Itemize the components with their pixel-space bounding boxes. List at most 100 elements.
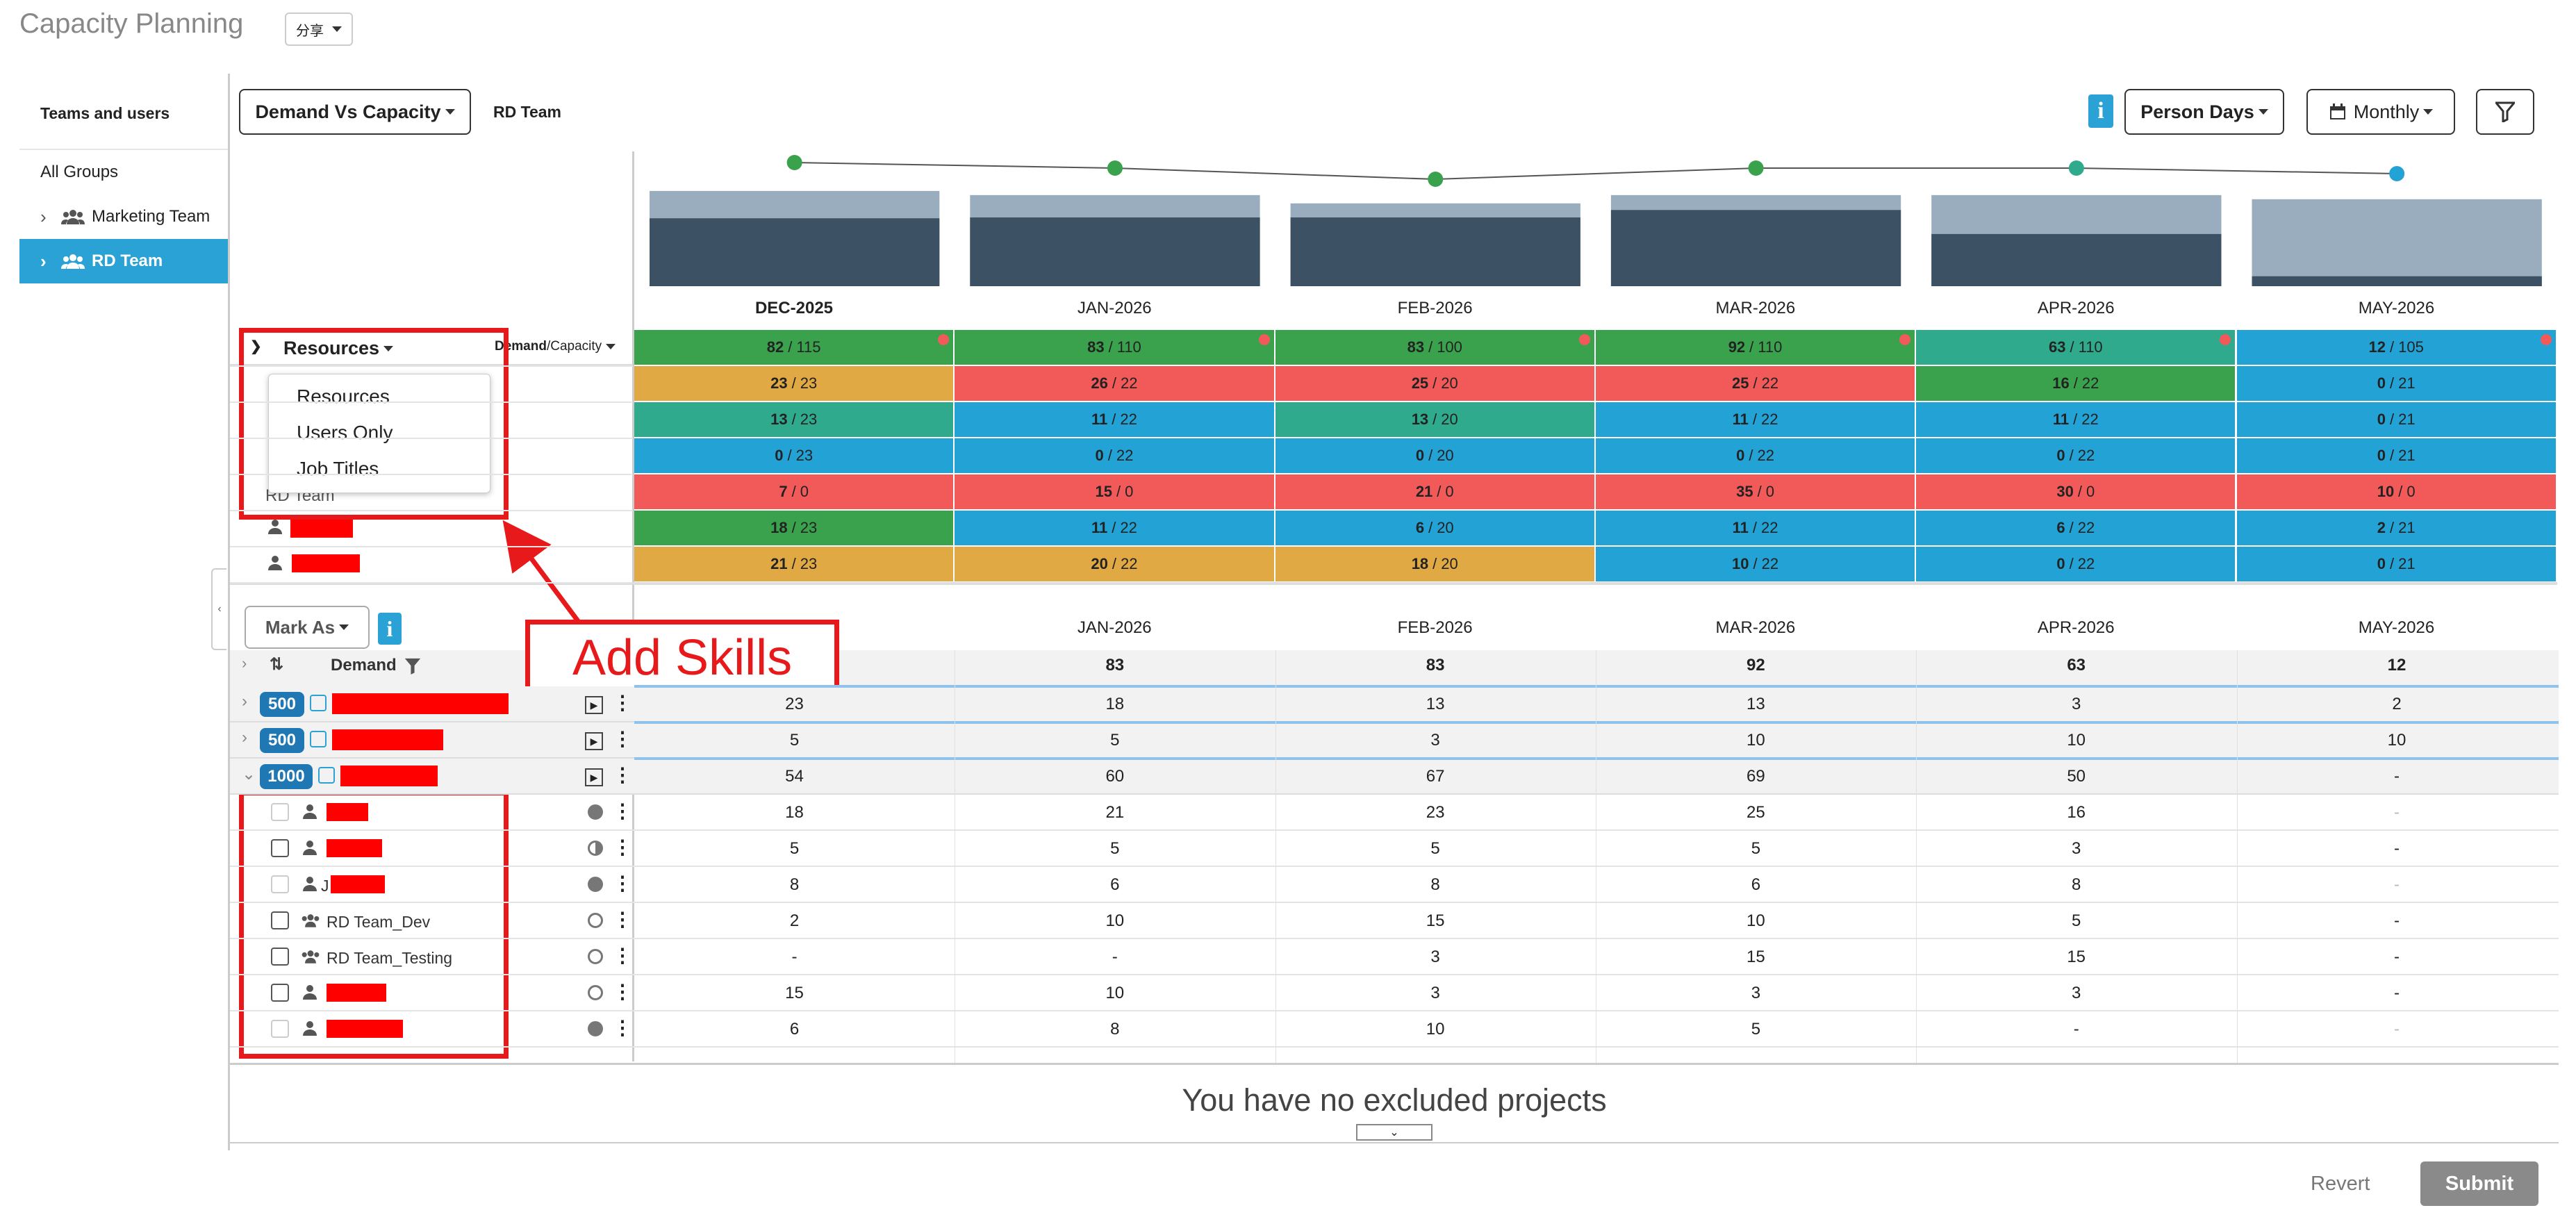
capacity-cell[interactable]: 0/21 bbox=[2236, 438, 2556, 473]
capacity-marker[interactable] bbox=[2389, 166, 2405, 181]
allocation-status-icon[interactable] bbox=[588, 877, 603, 892]
play-icon[interactable]: ▶ bbox=[585, 768, 603, 786]
capacity-cell[interactable]: 2/21 bbox=[2236, 511, 2556, 545]
capacity-cell[interactable]: 7/0 bbox=[634, 474, 954, 509]
capacity-cell[interactable]: 23/23 bbox=[634, 366, 954, 401]
more-options-icon[interactable]: ⋮ bbox=[613, 909, 632, 930]
menu-item-job-titles[interactable]: Job Titles bbox=[297, 458, 379, 479]
capacity-cell[interactable]: 11/22 bbox=[955, 402, 1274, 437]
info-icon[interactable]: i bbox=[378, 613, 402, 645]
row-checkbox[interactable] bbox=[271, 911, 289, 929]
play-icon[interactable]: ▶ bbox=[585, 732, 603, 750]
menu-item-resources[interactable]: Resources bbox=[297, 386, 390, 407]
filter-icon[interactable] bbox=[404, 657, 421, 675]
capacity-cell[interactable]: 0/20 bbox=[1275, 438, 1594, 473]
sort-icon[interactable]: ⇅ bbox=[270, 655, 284, 674]
more-options-icon[interactable]: ⋮ bbox=[613, 945, 632, 966]
capacity-cell[interactable]: 82/115 bbox=[634, 330, 954, 365]
view-dropdown[interactable]: Demand Vs Capacity bbox=[239, 89, 471, 135]
capacity-cell[interactable]: 30/0 bbox=[1916, 474, 2236, 509]
capacity-cell[interactable]: 21/23 bbox=[634, 547, 954, 581]
sidebar-item-marketing-team[interactable]: › Marketing Team bbox=[19, 195, 228, 239]
capacity-cell[interactable]: 35/0 bbox=[1595, 474, 1915, 509]
capacity-cell[interactable]: 0/22 bbox=[1595, 438, 1915, 473]
more-options-icon[interactable]: ⋮ bbox=[613, 872, 632, 894]
capacity-cell[interactable]: 11/22 bbox=[1595, 402, 1915, 437]
more-options-icon[interactable]: ⋮ bbox=[613, 836, 632, 858]
capacity-marker[interactable] bbox=[1107, 160, 1123, 176]
allocation-status-icon[interactable] bbox=[588, 841, 603, 856]
row-checkbox[interactable] bbox=[271, 948, 289, 966]
capacity-cell[interactable]: 11/22 bbox=[1595, 511, 1915, 545]
capacity-cell[interactable]: 6/20 bbox=[1275, 511, 1594, 545]
unit-dropdown[interactable]: Person Days bbox=[2124, 89, 2284, 135]
allocation-status-icon[interactable] bbox=[588, 804, 603, 820]
capacity-cell[interactable]: 92/110 bbox=[1595, 330, 1915, 365]
capacity-cell[interactable]: 12/105 bbox=[2236, 330, 2556, 365]
capacity-marker[interactable] bbox=[1428, 172, 1444, 187]
capacity-cell[interactable]: 0/21 bbox=[2236, 402, 2556, 437]
capacity-cell[interactable]: 18/23 bbox=[634, 511, 954, 545]
capacity-cell[interactable]: 10/22 bbox=[1595, 547, 1915, 581]
capacity-cell[interactable]: 0/22 bbox=[1916, 438, 2236, 473]
more-options-icon[interactable]: ⋮ bbox=[613, 800, 632, 822]
collapse-resources-icon[interactable]: ❯ bbox=[250, 339, 262, 354]
capacity-marker[interactable] bbox=[2068, 160, 2084, 176]
row-checkbox[interactable] bbox=[271, 984, 289, 1002]
submit-button[interactable]: Submit bbox=[2420, 1161, 2538, 1206]
capacity-cell[interactable]: 16/22 bbox=[1916, 366, 2236, 401]
expand-all-icon[interactable]: › bbox=[242, 654, 247, 672]
expand-excluded-button[interactable]: ⌄ bbox=[1356, 1124, 1433, 1141]
filter-button[interactable] bbox=[2476, 89, 2534, 135]
row-checkbox[interactable] bbox=[271, 875, 289, 893]
sidebar-item-all-groups[interactable]: All Groups bbox=[19, 150, 228, 195]
capacity-cell[interactable]: 0/22 bbox=[1916, 547, 2236, 581]
more-options-icon[interactable]: ⋮ bbox=[613, 729, 632, 749]
row-checkbox[interactable] bbox=[271, 839, 289, 857]
row-checkbox[interactable] bbox=[271, 1020, 289, 1038]
menu-item-users-only[interactable]: Users Only bbox=[297, 422, 393, 443]
capacity-cell[interactable]: 0/21 bbox=[2236, 547, 2556, 581]
chevron-down-icon[interactable]: ⌄ bbox=[242, 765, 256, 784]
chevron-right-icon[interactable]: › bbox=[242, 692, 247, 711]
capacity-cell[interactable]: 26/ 22 bbox=[955, 366, 1274, 401]
capacity-cell[interactable]: 10/0 bbox=[2236, 474, 2556, 509]
chevron-right-icon[interactable]: › bbox=[242, 728, 247, 747]
info-icon[interactable]: i bbox=[2088, 94, 2113, 128]
period-dropdown[interactable]: Monthly bbox=[2306, 89, 2455, 135]
share-dropdown[interactable]: 分享 bbox=[285, 13, 353, 46]
more-options-icon[interactable]: ⋮ bbox=[613, 766, 632, 785]
capacity-cell[interactable]: 13/20 bbox=[1275, 402, 1594, 437]
resources-dropdown[interactable]: Resources bbox=[283, 338, 394, 359]
allocation-status-icon[interactable] bbox=[588, 985, 603, 1000]
allocation-status-icon[interactable] bbox=[588, 1021, 603, 1036]
more-options-icon[interactable]: ⋮ bbox=[613, 981, 632, 1002]
capacity-cell[interactable]: 11/22 bbox=[955, 511, 1274, 545]
capacity-cell[interactable]: 83/100 bbox=[1275, 330, 1594, 365]
more-options-icon[interactable]: ⋮ bbox=[613, 693, 632, 713]
allocation-status-icon[interactable] bbox=[588, 949, 603, 964]
sidebar-collapse-button[interactable]: ‹ bbox=[211, 568, 226, 650]
capacity-cell[interactable]: 0/21 bbox=[2236, 366, 2556, 401]
capacity-cell[interactable]: 11/22 bbox=[1916, 402, 2236, 437]
capacity-cell[interactable]: 0/23 bbox=[634, 438, 954, 473]
capacity-cell[interactable]: 63/110 bbox=[1916, 330, 2236, 365]
capacity-cell[interactable]: 21/0 bbox=[1275, 474, 1594, 509]
sidebar-item-rd-team[interactable]: › RD Team bbox=[19, 239, 228, 283]
capacity-cell[interactable]: 83/110 bbox=[955, 330, 1274, 365]
capacity-cell[interactable]: 15/0 bbox=[955, 474, 1274, 509]
capacity-cell[interactable]: 18/20 bbox=[1275, 547, 1594, 581]
demand-capacity-toggle[interactable]: Demand/Capacity bbox=[495, 339, 616, 354]
play-icon[interactable]: ▶ bbox=[585, 696, 603, 714]
capacity-cell[interactable]: 20/ 22 bbox=[955, 547, 1274, 581]
table-row[interactable] bbox=[230, 759, 2559, 795]
capacity-cell[interactable]: 6/22 bbox=[1916, 511, 2236, 545]
revert-button[interactable]: Revert bbox=[2311, 1173, 2370, 1195]
chevron-right-icon[interactable]: › bbox=[40, 250, 47, 272]
row-checkbox[interactable] bbox=[271, 803, 289, 821]
capacity-marker[interactable] bbox=[786, 155, 802, 170]
capacity-cell[interactable]: 25/22 bbox=[1595, 366, 1915, 401]
chevron-right-icon[interactable]: › bbox=[40, 206, 47, 227]
allocation-status-icon[interactable] bbox=[588, 913, 603, 928]
capacity-cell[interactable]: 13/23 bbox=[634, 402, 954, 437]
